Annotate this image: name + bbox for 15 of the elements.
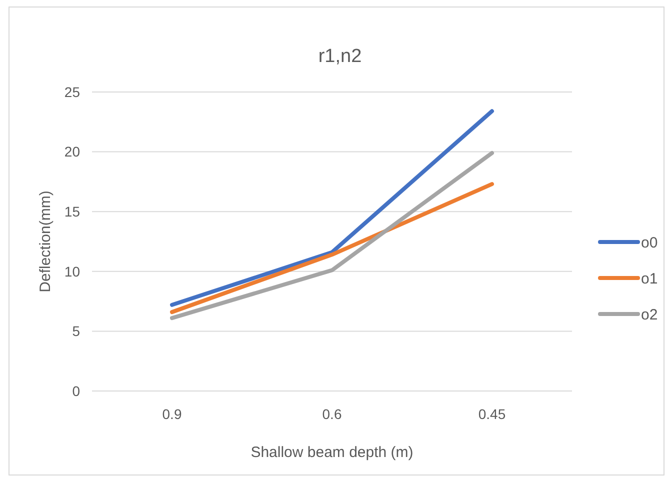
y-axis-title: Deflection(mm) <box>37 190 54 292</box>
y-tick-label: 25 <box>64 84 80 100</box>
x-tick-label: 0.45 <box>478 406 506 422</box>
legend-label: o2 <box>641 306 658 324</box>
y-tick-label: 15 <box>64 204 80 220</box>
y-tick-label: 0 <box>72 382 80 399</box>
y-tick-label: 20 <box>64 144 80 160</box>
x-tick-label: 0.6 <box>322 406 342 422</box>
x-axis-title: Shallow beam depth (m) <box>250 444 414 461</box>
chart-title: r1,n2 <box>318 46 362 67</box>
y-tick-label: 10 <box>64 263 80 280</box>
legend-label: o1 <box>641 270 658 288</box>
y-tick-label: 5 <box>72 323 80 340</box>
legend-label: o0 <box>641 234 658 252</box>
x-tick-label: 0.9 <box>162 406 182 422</box>
